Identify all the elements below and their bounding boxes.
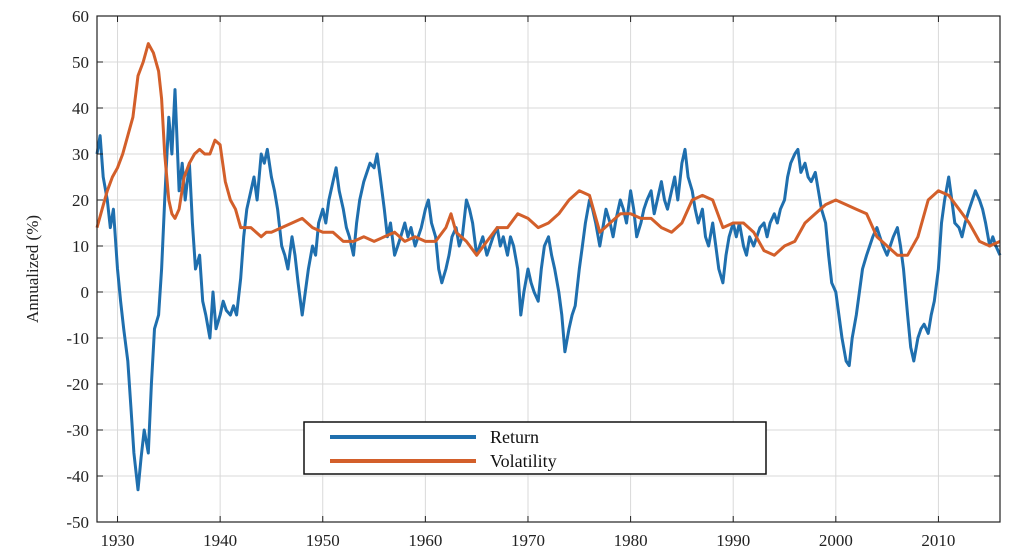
- plot-frame: [96, 15, 1001, 523]
- x-tick-label: 1930: [101, 531, 135, 550]
- legend-label-volatility: Volatility: [490, 451, 557, 471]
- y-tick-label: -50: [66, 513, 89, 532]
- x-tick-label: 1940: [203, 531, 237, 550]
- legend-box: [303, 421, 767, 475]
- x-tick-label: 2010: [921, 531, 955, 550]
- y-tick-label: 50: [72, 53, 89, 72]
- x-tick-label: 2000: [819, 531, 853, 550]
- series-line-return: [95, 88, 1002, 492]
- y-tick-label: 10: [72, 237, 89, 256]
- axes: -50 -40 -30 -20 -10 0 10 20 30 40 50 60 1930 1940 1950…: [66, 7, 1001, 550]
- y-tick-label: 60: [72, 7, 89, 26]
- legend-label-return: Return: [490, 427, 539, 447]
- series-line-volatility: [95, 42, 1001, 257]
- x-tick-label: 1970: [511, 531, 545, 550]
- x-tick-label: 1980: [614, 531, 648, 550]
- y-tick-label: 30: [72, 145, 89, 164]
- y-tick-label: -20: [66, 375, 89, 394]
- y-tick-label: -40: [66, 467, 89, 486]
- series-layer: [95, 42, 1002, 492]
- y-tick-label: 40: [72, 99, 89, 118]
- y-tick-label: 0: [81, 283, 90, 302]
- x-tick-label: 1960: [408, 531, 442, 550]
- y-axis-title: Annualized (%): [23, 215, 42, 323]
- legend: Return Volatility: [303, 421, 767, 475]
- y-tick-label: -10: [66, 329, 89, 348]
- y-tick-label: 20: [72, 191, 89, 210]
- x-tick-label: 1950: [306, 531, 340, 550]
- x-tick-label: 1990: [716, 531, 750, 550]
- y-tick-label: -30: [66, 421, 89, 440]
